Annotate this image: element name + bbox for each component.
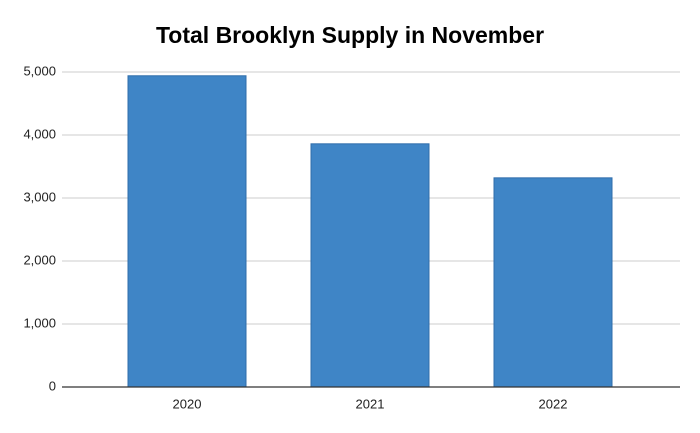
y-tick-label: 4,000 xyxy=(23,126,56,141)
y-tick-label: 1,000 xyxy=(23,315,56,330)
y-tick-label: 2,000 xyxy=(23,252,56,267)
bar xyxy=(310,143,430,388)
x-tick-label: 2022 xyxy=(539,396,568,411)
y-tick-label: 3,000 xyxy=(23,189,56,204)
x-tick-label: 2020 xyxy=(173,396,202,411)
y-tick-label: 0 xyxy=(49,378,56,393)
x-tick-label: 2021 xyxy=(356,396,385,411)
bar xyxy=(127,75,247,388)
bar xyxy=(493,177,613,388)
y-tick-label: 5,000 xyxy=(23,63,56,78)
chart-title: Total Brooklyn Supply in November xyxy=(156,22,544,48)
